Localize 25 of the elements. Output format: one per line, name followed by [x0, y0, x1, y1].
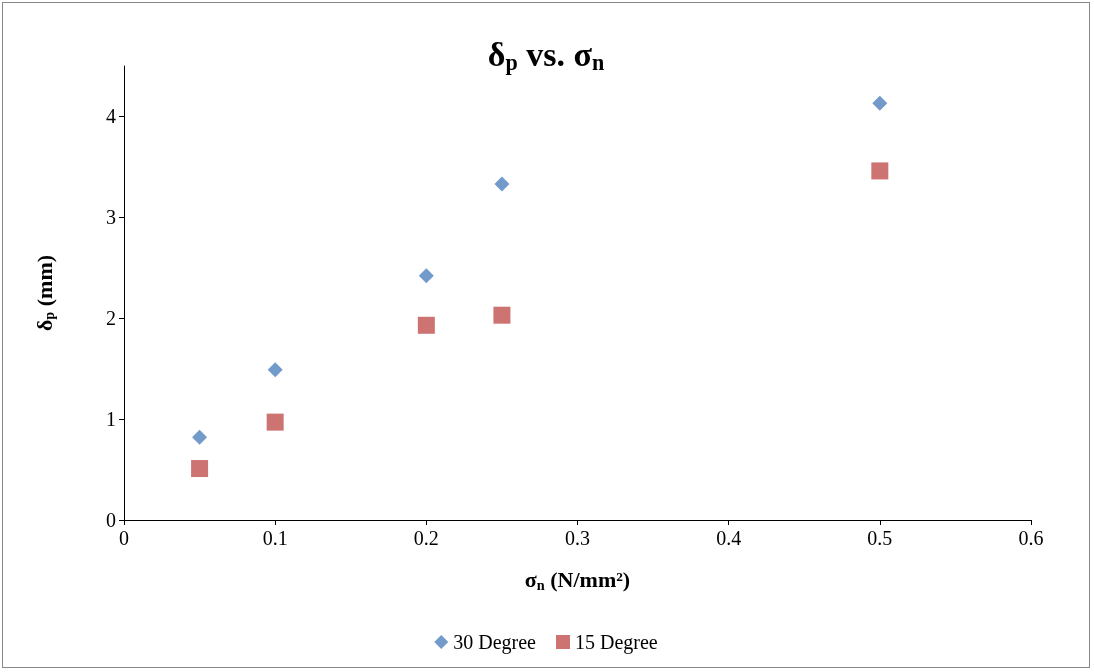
y-tick-label: 4 [106, 105, 116, 128]
point [267, 362, 283, 378]
y-axis-title: δp (mm) [31, 254, 57, 332]
x-tick-label: 0.3 [565, 527, 590, 549]
point [494, 176, 510, 192]
point [192, 429, 208, 445]
x-tick-label: 0.5 [867, 527, 893, 549]
y-tick-label: 1 [106, 408, 116, 431]
x-tick-label: 0.6 [1018, 527, 1044, 549]
x-axis-title: σn (N/mm²) [524, 567, 631, 593]
point [493, 306, 511, 324]
point [191, 460, 209, 478]
y-tick-label: 3 [106, 206, 116, 229]
legend-label: 30 Degree [453, 631, 537, 654]
x-tick-label: 0.2 [413, 527, 439, 549]
legend-label: 15 Degree [575, 631, 658, 654]
x-tick-label: 0.1 [262, 527, 288, 549]
y-tick-label: 2 [106, 307, 116, 330]
point [872, 95, 888, 111]
x-tick-label: 0.4 [716, 527, 742, 549]
point [417, 316, 435, 334]
point [266, 413, 284, 431]
y-tick-label: 0 [106, 509, 116, 531]
point [418, 268, 434, 284]
point [871, 162, 889, 180]
